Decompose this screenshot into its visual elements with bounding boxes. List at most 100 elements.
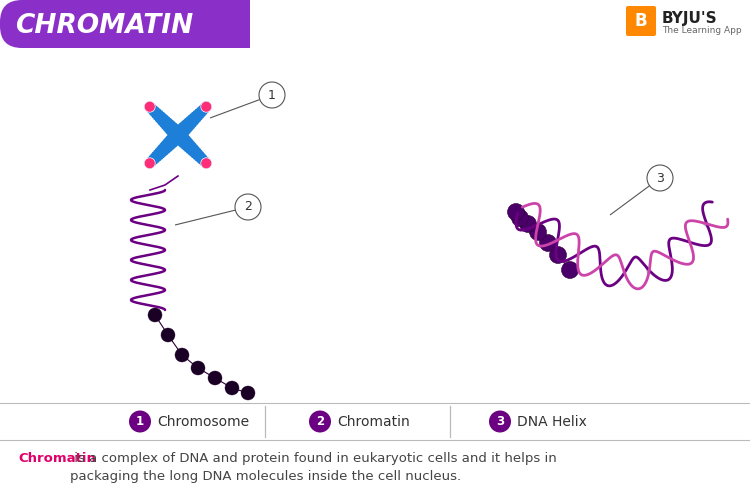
Text: B: B [634, 12, 647, 30]
Ellipse shape [164, 121, 176, 133]
FancyBboxPatch shape [0, 0, 245, 48]
Ellipse shape [129, 411, 151, 433]
Text: The Learning App: The Learning App [662, 25, 742, 34]
Ellipse shape [175, 132, 188, 144]
Text: 1: 1 [268, 88, 276, 101]
Ellipse shape [167, 124, 179, 136]
Ellipse shape [146, 159, 154, 167]
Ellipse shape [147, 104, 156, 113]
Text: 2: 2 [244, 201, 252, 214]
Ellipse shape [204, 161, 212, 169]
Text: 2: 2 [316, 415, 324, 428]
Ellipse shape [160, 116, 170, 127]
Ellipse shape [153, 150, 164, 160]
Ellipse shape [196, 153, 206, 163]
Ellipse shape [188, 144, 198, 155]
Ellipse shape [173, 127, 186, 140]
Ellipse shape [193, 150, 202, 160]
Ellipse shape [167, 134, 179, 146]
Ellipse shape [145, 161, 152, 169]
Ellipse shape [170, 130, 183, 143]
Circle shape [259, 82, 285, 108]
Ellipse shape [182, 139, 194, 151]
Text: is a complex of DNA and protein found in eukaryotic cells and it helps in
packag: is a complex of DNA and protein found in… [70, 452, 556, 483]
Ellipse shape [163, 119, 174, 131]
Ellipse shape [178, 136, 190, 147]
Ellipse shape [182, 119, 194, 131]
Circle shape [647, 165, 673, 191]
Ellipse shape [186, 143, 196, 154]
Circle shape [225, 381, 239, 395]
Text: BYJU'S: BYJU'S [662, 10, 718, 25]
Circle shape [191, 361, 205, 375]
Ellipse shape [158, 144, 169, 155]
Ellipse shape [160, 143, 170, 154]
Ellipse shape [169, 132, 181, 144]
Ellipse shape [202, 103, 210, 111]
Circle shape [550, 247, 566, 263]
Ellipse shape [166, 123, 178, 135]
Text: Chromosome: Chromosome [157, 415, 249, 429]
Circle shape [201, 158, 211, 169]
Bar [220, 0, 250, 48]
Ellipse shape [180, 121, 192, 133]
Ellipse shape [309, 411, 331, 433]
Ellipse shape [172, 129, 184, 141]
Ellipse shape [178, 123, 190, 135]
Ellipse shape [156, 113, 166, 124]
Circle shape [530, 224, 547, 241]
Ellipse shape [170, 127, 183, 140]
Circle shape [241, 386, 255, 400]
Text: 1: 1 [136, 415, 144, 428]
Text: 3: 3 [496, 415, 504, 428]
Ellipse shape [177, 134, 189, 146]
Circle shape [144, 101, 155, 112]
Ellipse shape [150, 107, 160, 117]
Circle shape [512, 210, 529, 227]
Circle shape [175, 348, 189, 362]
Ellipse shape [161, 118, 172, 129]
Ellipse shape [166, 136, 178, 147]
Circle shape [520, 216, 536, 233]
Text: CHROMATIN: CHROMATIN [15, 13, 194, 39]
Ellipse shape [148, 106, 158, 115]
Ellipse shape [202, 159, 210, 167]
Ellipse shape [189, 113, 200, 124]
Ellipse shape [152, 109, 161, 118]
Ellipse shape [180, 137, 192, 149]
Ellipse shape [489, 411, 511, 433]
Ellipse shape [203, 101, 212, 109]
Ellipse shape [191, 148, 201, 158]
Circle shape [508, 204, 524, 221]
Ellipse shape [173, 130, 186, 143]
Ellipse shape [163, 139, 174, 151]
Ellipse shape [147, 157, 156, 166]
Ellipse shape [164, 137, 176, 149]
Text: 3: 3 [656, 172, 664, 185]
Ellipse shape [158, 115, 169, 126]
Ellipse shape [154, 148, 165, 158]
FancyBboxPatch shape [626, 6, 656, 36]
Circle shape [148, 308, 162, 322]
Text: Chromatin: Chromatin [337, 415, 410, 429]
Circle shape [201, 101, 211, 112]
Ellipse shape [169, 126, 181, 138]
Ellipse shape [203, 161, 212, 169]
Ellipse shape [145, 101, 152, 109]
Ellipse shape [148, 155, 158, 164]
Ellipse shape [184, 118, 195, 129]
Circle shape [161, 328, 175, 342]
Ellipse shape [150, 153, 160, 163]
Ellipse shape [198, 106, 207, 115]
Ellipse shape [153, 110, 164, 120]
Ellipse shape [200, 104, 208, 113]
Ellipse shape [177, 124, 189, 136]
Ellipse shape [154, 112, 165, 122]
Ellipse shape [175, 126, 188, 138]
Ellipse shape [188, 115, 198, 126]
Circle shape [539, 235, 556, 251]
Circle shape [235, 194, 261, 220]
Ellipse shape [204, 101, 212, 109]
Ellipse shape [194, 152, 204, 161]
Ellipse shape [196, 107, 206, 117]
